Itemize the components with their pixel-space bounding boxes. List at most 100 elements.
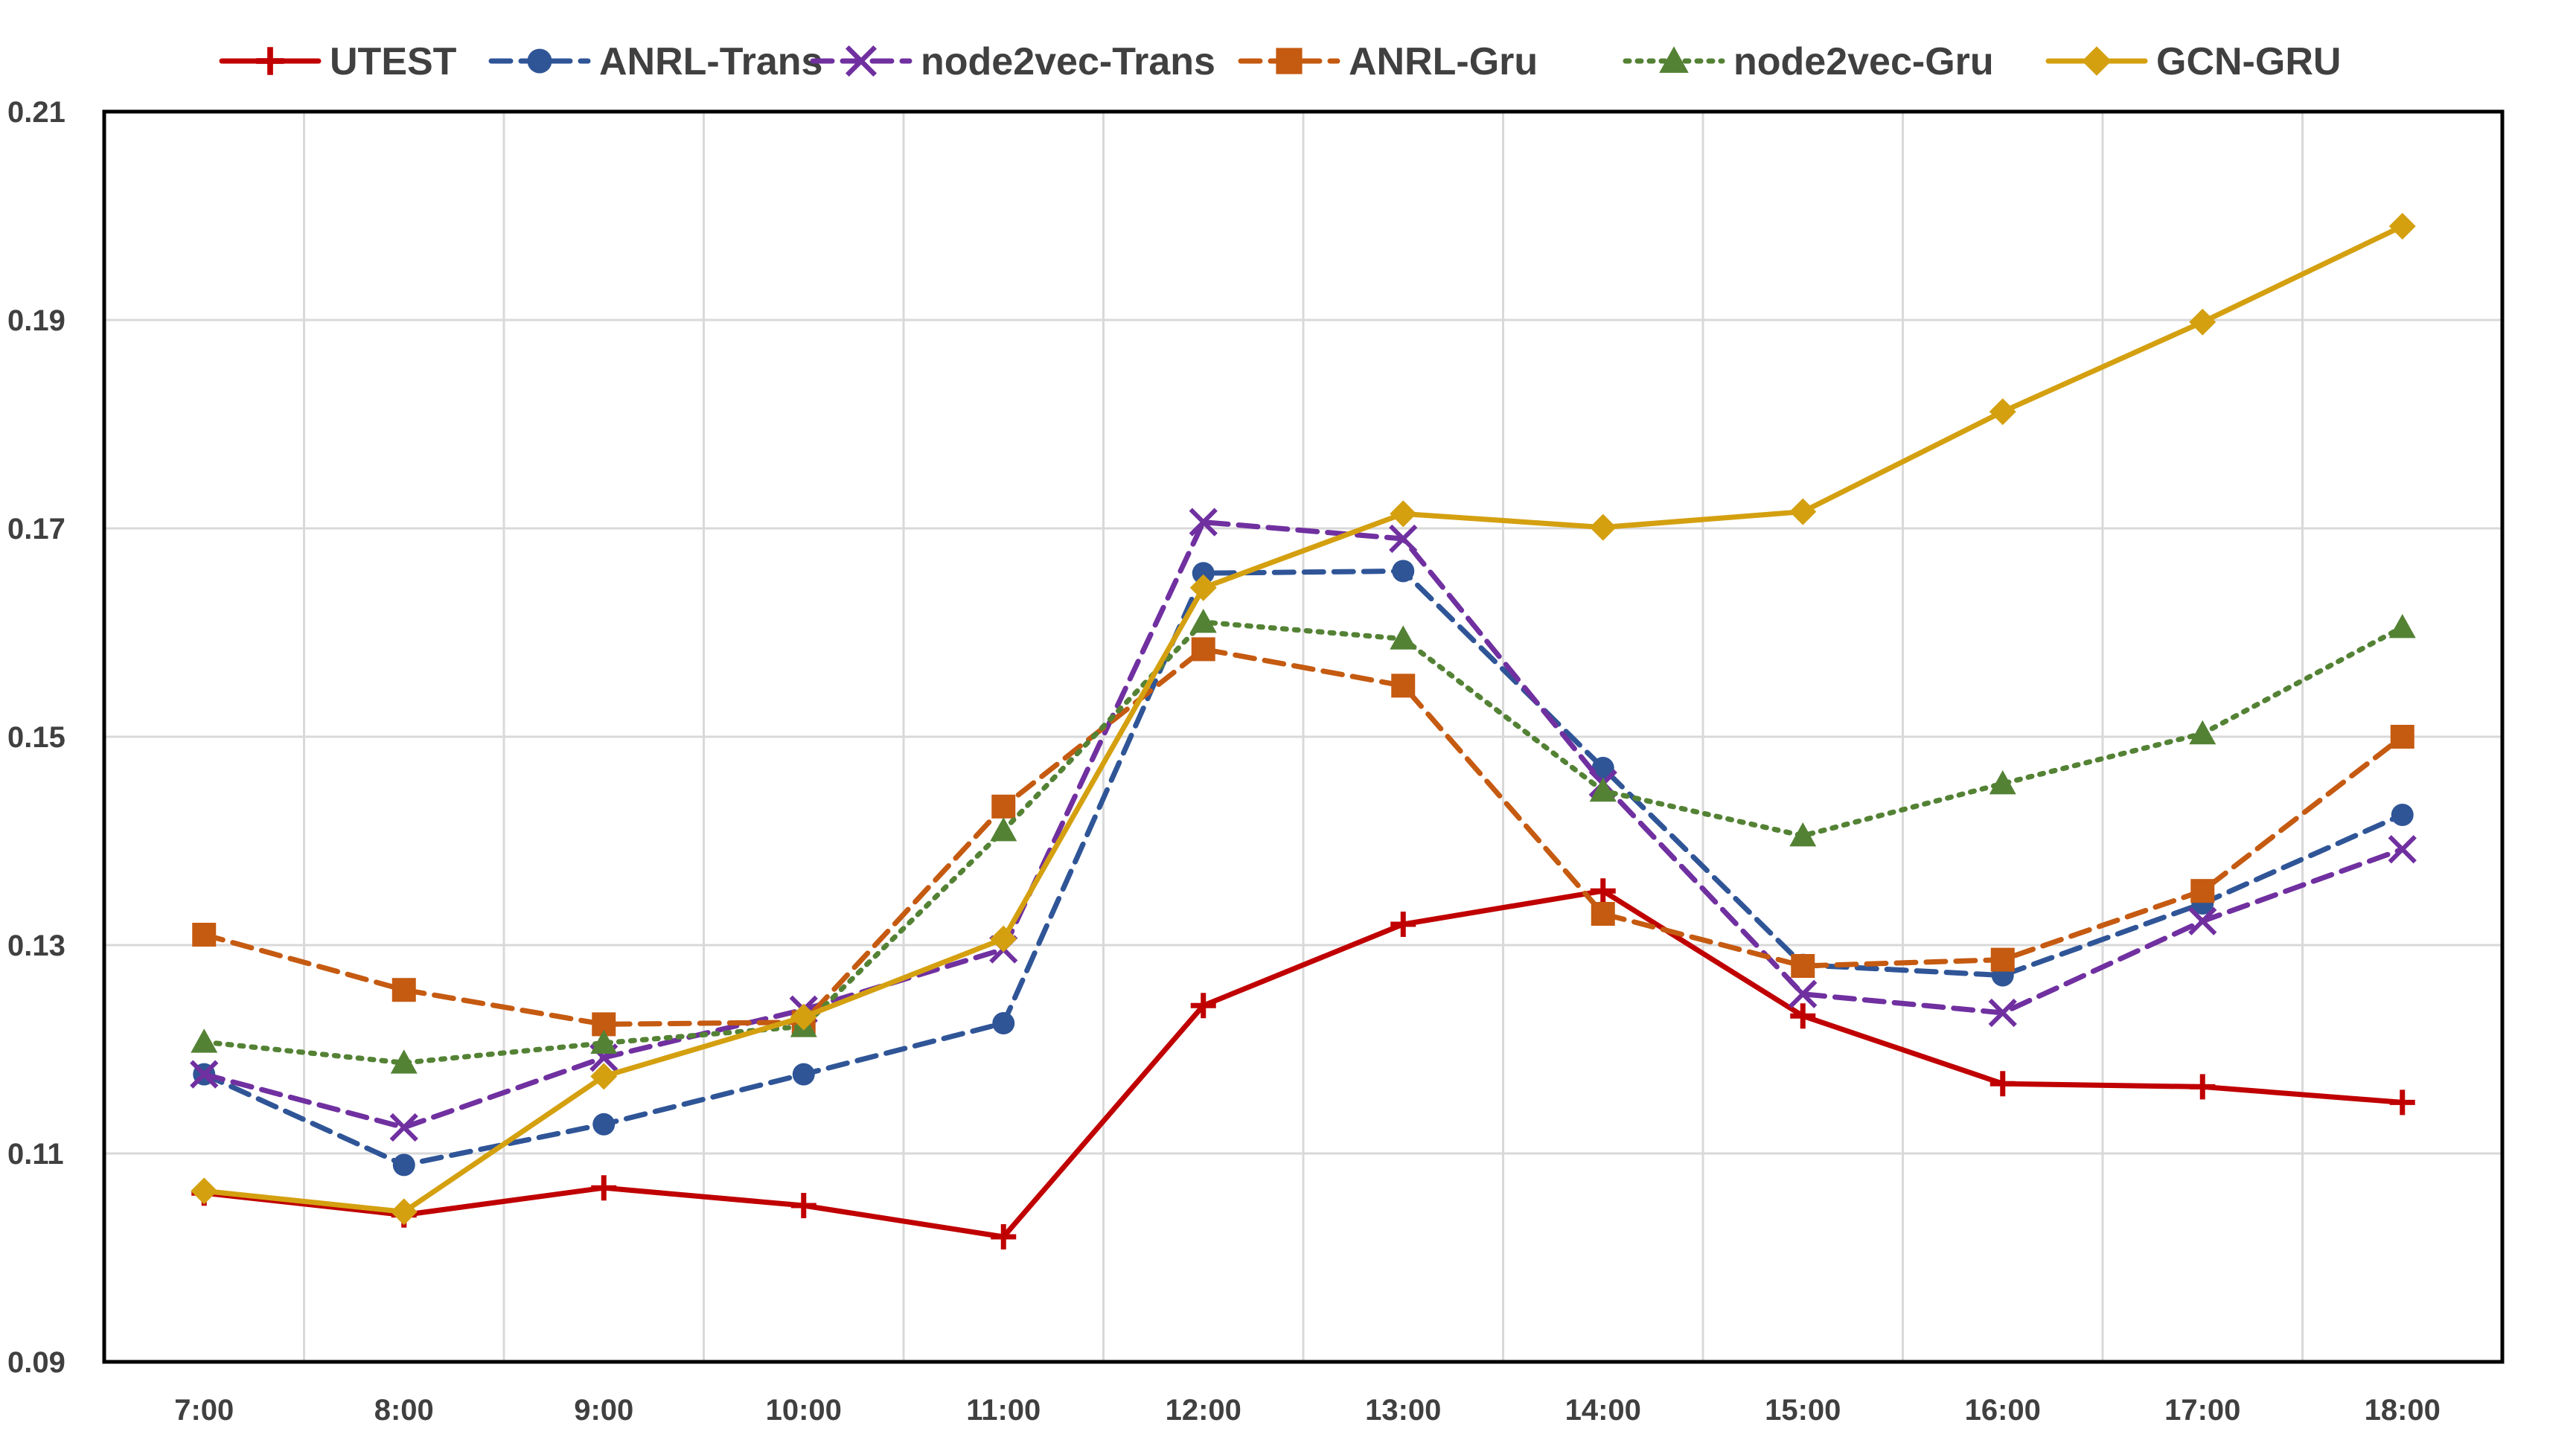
data-point-triangle-marker — [1189, 609, 1217, 633]
data-point-square-marker — [1191, 637, 1215, 662]
data-point-circle-marker — [1192, 562, 1215, 585]
y-tick-label: 0.09 — [7, 1346, 65, 1379]
data-point-diamond-marker — [590, 1063, 618, 1090]
legend-label: ANRL-Gru — [1349, 40, 1538, 83]
data-point-plus-marker — [256, 47, 284, 75]
x-tick-label: 8:00 — [374, 1394, 434, 1427]
data-point-triangle-marker — [191, 1028, 218, 1053]
data-point-circle-marker — [392, 1153, 415, 1177]
data-point-square-marker — [2190, 879, 2215, 903]
x-axis-tick-labels: 7:00 8:00 9:00 10:00 11:00 12:00 13:00 14:00 15:… — [174, 1394, 2441, 1427]
x-tick-label: 7:00 — [174, 1394, 234, 1427]
legend-item: ANRL-Gru — [1238, 40, 1538, 83]
legend-label: ANRL-Trans — [599, 40, 822, 83]
data-point-plus-marker — [2190, 1074, 2216, 1100]
x-tick-label: 9:00 — [574, 1394, 633, 1427]
data-point-circle-marker — [527, 48, 552, 74]
data-point-circle-marker — [792, 1063, 815, 1086]
data-point-circle-marker — [1591, 757, 1614, 779]
data-point-square-marker — [1391, 673, 1416, 698]
data-point-plus-marker — [1989, 1071, 2016, 1097]
data-point-triangle-marker — [2189, 720, 2217, 745]
series-utest — [191, 878, 2415, 1249]
data-point-triangle-marker — [1659, 46, 1689, 73]
data-point-x-marker — [190, 1060, 219, 1089]
data-point-triangle-marker — [1989, 770, 2016, 795]
data-point-square-marker — [1276, 48, 1303, 74]
data-point-triangle-marker — [590, 1029, 618, 1054]
data-point-square-marker — [1791, 954, 1815, 978]
legend-item: UTEST — [219, 40, 457, 83]
data-point-diamond-marker — [990, 925, 1017, 953]
series-gcn-gru — [191, 213, 2416, 1226]
data-point-plus-marker — [1590, 878, 1616, 904]
x-tick-label: 18:00 — [2365, 1394, 2441, 1427]
data-point-circle-marker — [592, 1113, 616, 1136]
series-line — [201, 619, 2406, 1066]
series-line — [201, 519, 2406, 1130]
data-point-diamond-marker — [1189, 574, 1217, 601]
data-point-x-marker — [1789, 979, 1818, 1008]
data-point-x-marker — [2388, 835, 2417, 864]
x-tick-label: 17:00 — [2164, 1394, 2240, 1427]
plot-area-border — [102, 109, 2505, 1364]
legend-label: node2vec-Trans — [921, 40, 1215, 83]
data-point-plus-marker — [991, 1224, 1017, 1249]
data-point-triangle-marker — [990, 817, 1017, 842]
y-axis-tick-labels: 0.09 0.11 0.13 0.15 0.17 0.19 0.21 — [7, 96, 65, 1379]
data-point-diamond-marker — [1589, 513, 1617, 541]
data-point-diamond-marker — [1390, 500, 1417, 528]
y-tick-label: 0.21 — [7, 96, 65, 129]
data-point-plus-marker — [1190, 993, 1216, 1019]
series-line — [201, 568, 2406, 1168]
legend-label: UTEST — [330, 40, 457, 83]
data-point-diamond-marker — [2189, 308, 2217, 336]
data-point-plus-marker — [1790, 1003, 1816, 1029]
legend-label: GCN-GRU — [2156, 40, 2341, 83]
x-tick-label: 15:00 — [1765, 1394, 1841, 1427]
data-point-diamond-marker — [790, 1003, 817, 1031]
data-point-x-marker — [1189, 508, 1218, 537]
y-tick-label: 0.17 — [7, 513, 65, 545]
data-point-circle-marker — [1392, 560, 1415, 583]
x-tick-label: 13:00 — [1365, 1394, 1441, 1427]
data-point-diamond-marker — [1989, 398, 2016, 426]
data-point-diamond-marker — [1789, 498, 1817, 525]
x-tick-label: 11:00 — [966, 1394, 1041, 1427]
y-tick-label: 0.19 — [7, 304, 65, 337]
series-line — [201, 223, 2406, 1214]
legend-item: ANRL-Trans — [488, 40, 822, 83]
data-point-diamond-marker — [2082, 46, 2112, 76]
legend-item: node2vec-Gru — [1623, 40, 1994, 83]
series-line — [201, 888, 2406, 1240]
y-tick-label: 0.13 — [7, 929, 65, 962]
legend-label: node2vec-Gru — [1733, 40, 1994, 83]
series-line — [201, 646, 2406, 1027]
y-tick-label: 0.15 — [7, 721, 65, 754]
x-tick-label: 10:00 — [766, 1394, 842, 1427]
data-point-triangle-marker — [1390, 625, 1417, 650]
data-point-square-marker — [192, 923, 217, 947]
data-point-diamond-marker — [191, 1177, 218, 1205]
data-point-plus-marker — [790, 1193, 816, 1218]
data-point-triangle-marker — [1789, 822, 1817, 847]
data-point-diamond-marker — [390, 1198, 418, 1226]
data-point-x-marker — [389, 1113, 418, 1142]
series-anrl-gru — [192, 637, 2414, 1037]
data-point-x-marker — [2188, 906, 2217, 935]
data-point-circle-marker — [992, 1012, 1015, 1034]
y-tick-label: 0.11 — [7, 1138, 64, 1171]
legend-item: GCN-GRU — [2045, 40, 2341, 83]
data-point-plus-marker — [2389, 1089, 2415, 1116]
x-tick-label: 14:00 — [1565, 1394, 1641, 1427]
data-point-square-marker — [2390, 725, 2414, 749]
legend: UTEST ANRL-Trans node2vec-Trans ANRL-Gru nod… — [219, 40, 2341, 83]
data-point-diamond-marker — [2388, 213, 2416, 240]
data-point-triangle-marker — [390, 1049, 418, 1074]
data-point-square-marker — [1591, 902, 1615, 926]
data-point-circle-marker — [2391, 804, 2414, 826]
data-point-square-marker — [1990, 947, 2015, 972]
data-point-triangle-marker — [2388, 614, 2416, 639]
